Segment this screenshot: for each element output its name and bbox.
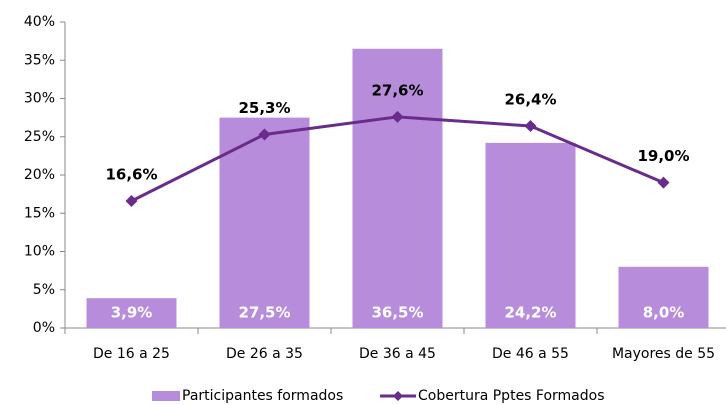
y-tick-label: 25%: [24, 129, 55, 145]
bar: [618, 266, 709, 328]
marker: [125, 195, 138, 208]
marker: [657, 176, 670, 189]
y-tick-label: 0%: [33, 320, 55, 336]
y-tick-label: 10%: [24, 244, 55, 260]
bar-label: 3,9%: [111, 304, 153, 322]
bar-label: 27,5%: [238, 304, 290, 322]
bar: [86, 298, 177, 328]
bar: [485, 142, 576, 328]
bar-label: 24,2%: [504, 304, 556, 322]
point-label: 25,3%: [238, 99, 290, 117]
x-tick-label: De 16 a 25: [93, 346, 170, 362]
bar-label: 8,0%: [643, 304, 685, 322]
legend-label: Cobertura Pptes Formados: [418, 388, 605, 404]
legend-marker: [393, 391, 403, 401]
x-tick-label: Mayores de 55: [612, 346, 715, 362]
y-tick-label: 20%: [24, 167, 55, 183]
x-tick-label: De 46 a 55: [492, 346, 569, 362]
marker: [391, 110, 404, 123]
marker: [524, 120, 537, 133]
bar-label: 36,5%: [371, 304, 423, 322]
y-tick-label: 30%: [24, 91, 55, 107]
point-label: 27,6%: [371, 81, 423, 99]
y-tick-label: 15%: [24, 205, 55, 221]
legend-swatch: [152, 391, 180, 401]
x-tick-label: De 26 a 35: [226, 346, 303, 362]
bar: [219, 117, 310, 328]
point-label: 16,6%: [105, 166, 157, 184]
y-tick-label: 5%: [33, 282, 55, 298]
bar: [352, 48, 443, 329]
legend-label: Participantes formados: [182, 388, 343, 404]
marker: [258, 128, 271, 141]
point-label: 26,4%: [504, 91, 556, 109]
y-tick-label: 35%: [24, 52, 55, 68]
point-label: 19,0%: [637, 147, 689, 165]
y-tick-label: 40%: [24, 14, 55, 30]
x-tick-label: De 36 a 45: [359, 346, 436, 362]
